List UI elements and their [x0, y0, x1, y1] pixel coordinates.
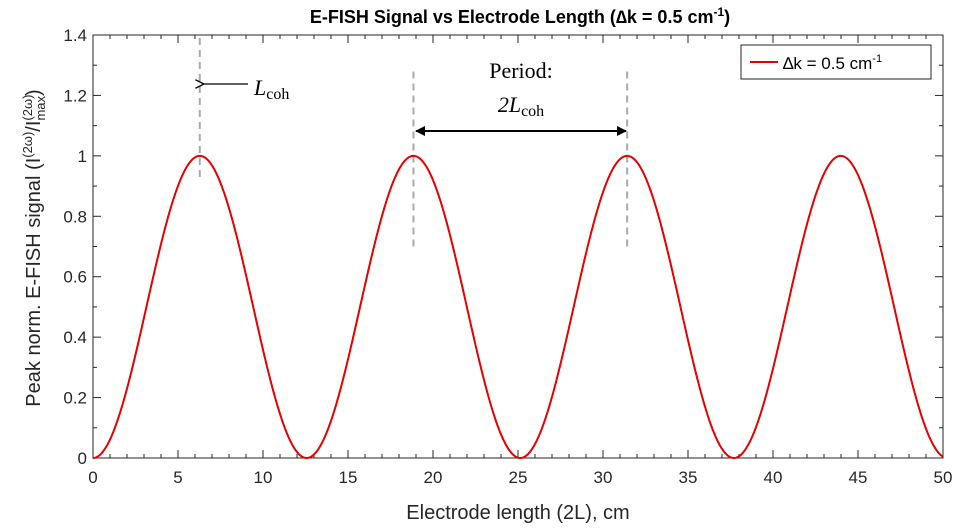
x-tick-label: 25 — [509, 468, 528, 487]
y-tick-label: 0.6 — [63, 268, 87, 287]
period-value: 2Lcoh — [498, 92, 544, 120]
legend: ∆k = 0.5 cm-1 — [740, 44, 932, 80]
y-tick-label: 1 — [78, 147, 87, 166]
x-tick-label: 50 — [934, 468, 953, 487]
series-group — [92, 154, 944, 460]
period-label: Period: — [489, 58, 553, 83]
lcoh-label: Lcoh — [253, 75, 289, 103]
x-axis-label: Electrode length (2L), cm — [406, 502, 629, 524]
reference-lines — [198, 35, 629, 247]
x-tick-label: 40 — [764, 468, 783, 487]
y-tick-label: 0.8 — [63, 207, 87, 226]
y-tick-label: 0 — [78, 449, 87, 468]
y-tick-label: 0.4 — [63, 328, 87, 347]
x-tick-label: 30 — [594, 468, 613, 487]
x-tick-label: 15 — [339, 468, 358, 487]
y-tick-label: 0.2 — [63, 389, 87, 408]
legend-entry-label: ∆k = 0.5 cm-1 — [783, 53, 882, 73]
x-tick-label: 20 — [424, 468, 443, 487]
chart-title: E-FISH Signal vs Electrode Length (∆k = … — [310, 5, 730, 27]
x-tick-label: 10 — [254, 468, 273, 487]
x-tick-label: 5 — [173, 468, 182, 487]
x-tick-label: 35 — [679, 468, 698, 487]
x-tick-label: 45 — [849, 468, 868, 487]
x-tick-label: 0 — [88, 468, 97, 487]
x-axis-ticks: 0 5 10 15 20 25 30 35 40 45 50 — [88, 35, 952, 487]
y-tick-label: 1.4 — [63, 26, 87, 45]
series-line — [92, 154, 944, 460]
y-axis-label: Peak norm. E-FISH signal (I(2ω)/I(2ω)max… — [20, 89, 48, 406]
y-tick-label: 1.2 — [63, 86, 87, 105]
